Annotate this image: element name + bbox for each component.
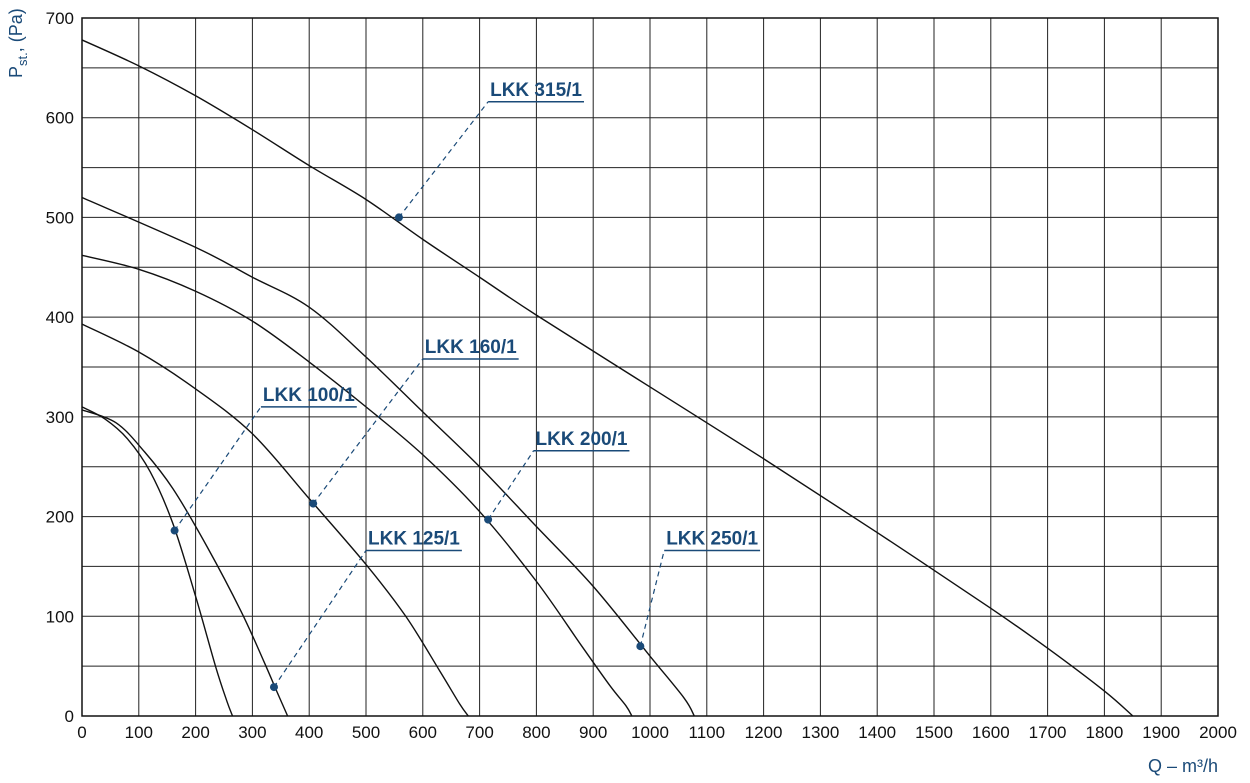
x-axis-label: Q – m³/h <box>1148 756 1218 776</box>
x-tick-label: 1500 <box>915 723 953 742</box>
series-label-lkk-250-1: LKK 250/1 <box>666 528 758 549</box>
curve-lkk-160-1 <box>81 323 469 717</box>
series-label-lkk-125-1: LKK 125/1 <box>368 528 460 549</box>
y-tick-label: 100 <box>46 607 74 626</box>
x-tick-label: 1300 <box>801 723 839 742</box>
curves <box>81 39 1134 717</box>
leader-line-lkk-315-1 <box>398 101 489 218</box>
x-tick-label: 600 <box>409 723 437 742</box>
x-tick-label: 1900 <box>1142 723 1180 742</box>
marker-lkk-200-1 <box>484 515 493 524</box>
x-tick-label: 2000 <box>1199 723 1237 742</box>
x-tick-label: 1400 <box>858 723 896 742</box>
x-tick-label: 1200 <box>745 723 783 742</box>
marker-lkk-250-1 <box>636 642 645 651</box>
x-tick-label: 200 <box>181 723 209 742</box>
leader-line-lkk-250-1 <box>639 550 665 647</box>
leader-line-lkk-200-1 <box>487 450 535 520</box>
leader-line-lkk-160-1 <box>312 358 424 504</box>
plot-frame <box>81 17 1219 717</box>
y-tick-label: 500 <box>46 208 74 227</box>
x-tick-label: 100 <box>125 723 153 742</box>
series-label-lkk-160-1: LKK 160/1 <box>425 337 517 358</box>
x-tick-label: 400 <box>295 723 323 742</box>
series-label-lkk-315-1: LKK 315/1 <box>490 80 582 101</box>
series-label-lkk-100-1: LKK 100/1 <box>263 385 355 406</box>
x-tick-label: 1000 <box>631 723 669 742</box>
x-tick-label: 900 <box>579 723 607 742</box>
y-tick-label: 400 <box>46 308 74 327</box>
x-tick-label: 700 <box>465 723 493 742</box>
series-label-lkk-200-1: LKK 200/1 <box>536 429 628 450</box>
y-axis-label-sub: st. <box>15 52 30 66</box>
x-tick-label: 1800 <box>1085 723 1123 742</box>
leader-line-lkk-100-1 <box>174 406 262 531</box>
y-tick-label: 200 <box>46 508 74 527</box>
y-tick-label: 600 <box>46 109 74 128</box>
grid <box>81 17 1219 717</box>
y-tick-label: 0 <box>65 707 74 726</box>
x-tick-label: 800 <box>522 723 550 742</box>
x-tick-label: 0 <box>77 723 86 742</box>
y-axis-label-main: P <box>6 66 26 78</box>
curve-lkk-125-1 <box>81 409 289 717</box>
curve-lkk-100-1 <box>81 406 234 717</box>
x-tick-label: 1700 <box>1029 723 1067 742</box>
curve-lkk-200-1 <box>81 254 633 717</box>
tick-labels: 0 100 200 300 400 500 600 700 800 900 1000 1100 1200… <box>46 9 1237 742</box>
y-tick-label: 300 <box>46 408 74 427</box>
curve-lkk-250-1 <box>81 196 695 717</box>
marker-lkk-315-1 <box>394 213 403 222</box>
y-axis-label: Pst., (Pa) <box>6 8 30 78</box>
x-tick-label: 1600 <box>972 723 1010 742</box>
y-tick-label: 700 <box>46 9 74 28</box>
marker-lkk-125-1 <box>269 683 278 692</box>
x-tick-label: 300 <box>238 723 266 742</box>
series-labels: LKK 100/1 LKK 125/1 LKK 160/1 LKK 200/1 LKK … <box>170 80 761 692</box>
leader-line-lkk-125-1 <box>273 550 367 688</box>
x-tick-label: 1100 <box>689 723 726 742</box>
x-tick-label: 500 <box>352 723 380 742</box>
y-axis-label-rest: , (Pa) <box>6 8 26 52</box>
curve-lkk-315-1 <box>81 39 1134 717</box>
marker-lkk-100-1 <box>170 526 179 535</box>
marker-lkk-160-1 <box>309 499 318 508</box>
